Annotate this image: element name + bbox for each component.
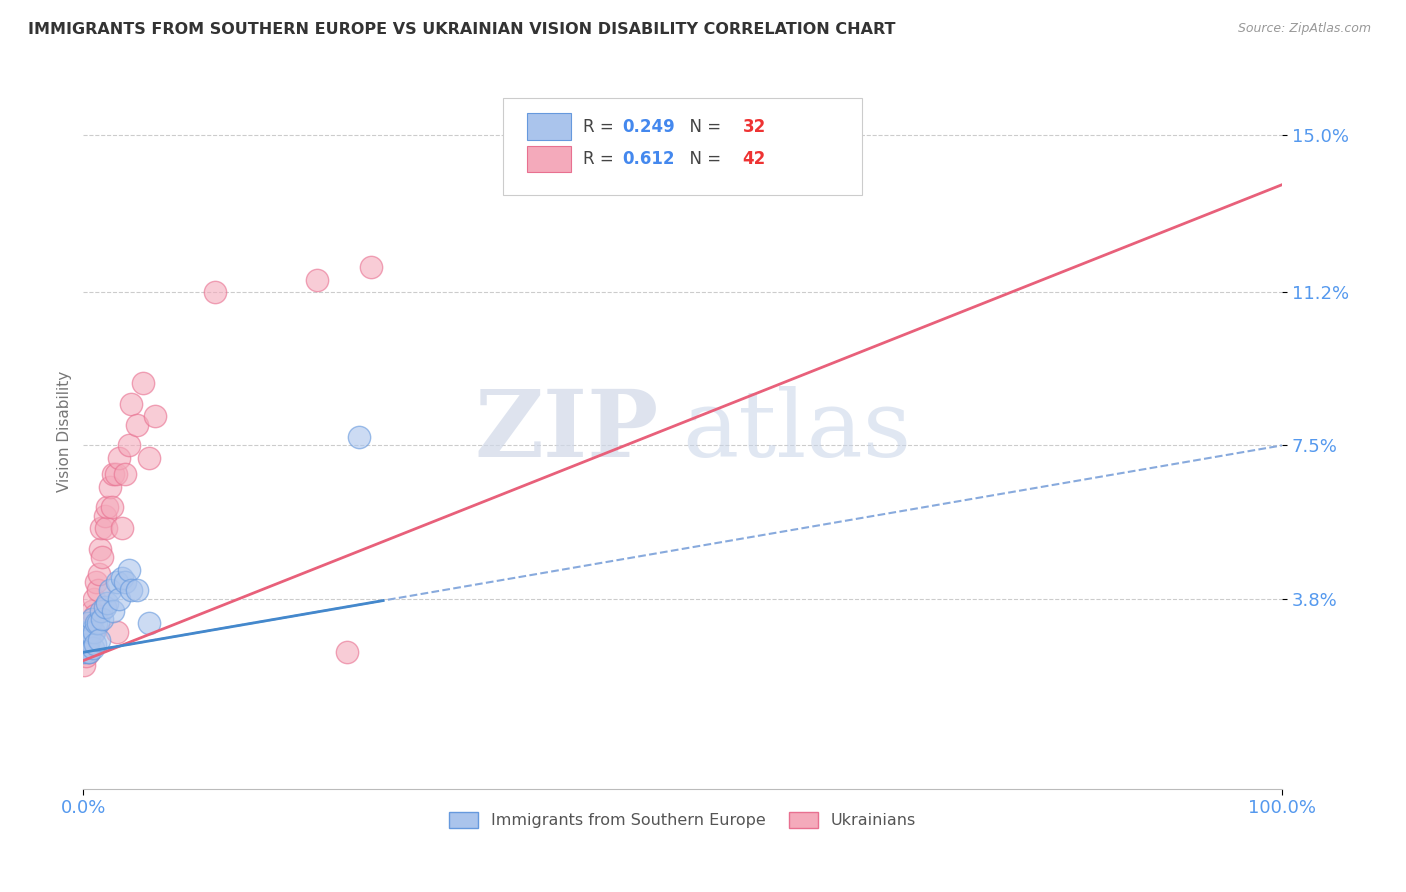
Text: N =: N =	[679, 118, 727, 136]
Point	[132, 376, 155, 391]
Point	[75, 649, 97, 664]
Point	[108, 591, 131, 606]
Point	[101, 500, 124, 515]
Point	[79, 632, 101, 647]
Point	[120, 583, 142, 598]
Point	[79, 645, 101, 659]
Point	[103, 604, 125, 618]
Text: atlas: atlas	[683, 386, 912, 476]
Point	[84, 608, 107, 623]
Point	[105, 624, 128, 639]
Text: N =: N =	[679, 150, 727, 168]
Point	[127, 417, 149, 432]
Point	[87, 566, 110, 581]
Point	[118, 563, 141, 577]
Point	[76, 624, 98, 639]
Point	[79, 616, 101, 631]
Point	[77, 645, 100, 659]
Point	[77, 632, 100, 647]
Text: R =: R =	[583, 150, 619, 168]
Point	[336, 645, 359, 659]
Point	[73, 645, 96, 659]
Point	[96, 596, 118, 610]
Point	[79, 629, 101, 643]
Point	[94, 508, 117, 523]
FancyBboxPatch shape	[527, 145, 571, 172]
Point	[94, 599, 117, 614]
Point	[87, 632, 110, 647]
FancyBboxPatch shape	[503, 98, 862, 194]
Point	[90, 604, 112, 618]
Point	[138, 616, 160, 631]
Point	[111, 521, 134, 535]
Y-axis label: Vision Disability: Vision Disability	[58, 370, 72, 491]
Point	[75, 632, 97, 647]
Point	[79, 624, 101, 639]
Text: Source: ZipAtlas.com: Source: ZipAtlas.com	[1237, 22, 1371, 36]
Legend: Immigrants from Southern Europe, Ukrainians: Immigrants from Southern Europe, Ukraini…	[443, 805, 922, 835]
Point	[86, 583, 108, 598]
Point	[76, 637, 98, 651]
Point	[120, 397, 142, 411]
Point	[89, 541, 111, 556]
Point	[103, 467, 125, 482]
Text: 0.612: 0.612	[623, 150, 675, 168]
Point	[138, 450, 160, 465]
Point	[82, 641, 104, 656]
Point	[79, 645, 101, 659]
Point	[94, 521, 117, 535]
Point	[86, 616, 108, 631]
Point	[77, 620, 100, 634]
Point	[84, 637, 107, 651]
Point	[108, 450, 131, 465]
Point	[83, 591, 105, 606]
Point	[127, 583, 149, 598]
Point	[80, 604, 103, 618]
Text: IMMIGRANTS FROM SOUTHERN EUROPE VS UKRAINIAN VISION DISABILITY CORRELATION CHART: IMMIGRANTS FROM SOUTHERN EUROPE VS UKRAI…	[28, 22, 896, 37]
Point	[96, 500, 118, 515]
Point	[98, 480, 121, 494]
Point	[86, 574, 108, 589]
Point	[76, 637, 98, 651]
Point	[86, 616, 108, 631]
Point	[77, 616, 100, 631]
Point	[118, 438, 141, 452]
Point	[360, 260, 382, 275]
Point	[82, 624, 104, 639]
Point	[105, 574, 128, 589]
Text: 0.249: 0.249	[623, 118, 675, 136]
Text: 42: 42	[742, 150, 766, 168]
Point	[143, 409, 166, 424]
Point	[111, 571, 134, 585]
Point	[91, 550, 114, 565]
Text: R =: R =	[583, 118, 619, 136]
Point	[83, 624, 105, 639]
Point	[114, 574, 136, 589]
Point	[204, 285, 226, 300]
Point	[114, 467, 136, 482]
Point	[73, 645, 96, 659]
Point	[75, 641, 97, 656]
FancyBboxPatch shape	[527, 113, 571, 140]
Point	[75, 632, 97, 647]
Point	[73, 657, 96, 672]
Point	[80, 612, 103, 626]
Point	[91, 612, 114, 626]
Point	[104, 467, 127, 482]
Point	[98, 583, 121, 598]
Point	[90, 521, 112, 535]
Point	[347, 430, 370, 444]
Text: ZIP: ZIP	[474, 386, 658, 476]
Point	[305, 273, 328, 287]
Text: 32: 32	[742, 118, 766, 136]
Point	[76, 624, 98, 639]
